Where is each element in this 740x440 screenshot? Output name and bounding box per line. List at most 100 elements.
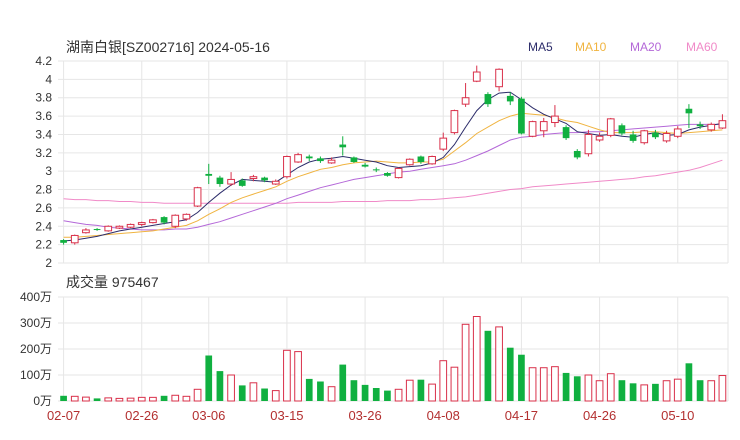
volume-bar-down [60,395,67,401]
candle-body-down [60,240,67,243]
candle-body-down [305,156,313,159]
candle-body-up [662,133,671,142]
price-tick-label: 3 [45,164,52,178]
candle-body-up [137,222,146,225]
price-tick-label: 3.4 [35,127,52,141]
candle-body-up [394,167,403,179]
volume-title: 成交量 975467 [66,274,159,290]
volume-bar-down [573,376,581,401]
volume-bar-up [662,380,671,402]
volume-bar-down [518,354,525,401]
candle-body-down [629,134,637,141]
candle-body-down [205,173,213,176]
price-tick-label: 4 [45,72,52,86]
candle-body-up [707,123,716,131]
volume-bar-up [149,396,157,402]
volume-bar-up [137,396,146,402]
volume-bar-up [182,395,191,402]
volume-bar-down [261,388,268,401]
volume-bar-down [317,381,324,401]
price-tick-label: 3.6 [35,109,52,123]
candle-body-down [562,127,570,139]
volume-bar-up [718,375,727,402]
volume-bar-up [584,374,593,402]
candle-body-up [551,115,559,124]
candle-body-up [249,176,258,180]
x-tick-label: 03-06 [192,408,225,423]
candle-body-up [327,159,336,164]
volume-bar-up [327,386,336,402]
candle-body-down [685,108,693,114]
candle-body-down [417,156,425,162]
volume-bar-up [495,326,503,402]
candle-body-down [350,157,358,162]
price-tick-label: 3.2 [35,146,52,160]
volume-tick-label: 300万 [20,316,52,330]
volume-bar-up [472,316,481,402]
price-tick-label: 2.8 [35,183,52,197]
candle-body-up [606,118,615,136]
volume-bar-up [104,397,113,402]
candle-body-down [261,177,268,181]
volume-tick-label: 100万 [20,368,52,382]
x-tick-label: 02-26 [125,408,158,423]
candle-body-up [405,158,414,166]
candle-body-up [539,121,548,132]
x-tick-label: 04-26 [583,408,616,423]
candle-body-up [439,137,448,150]
volume-bar-down [339,364,347,401]
volume-tick-label: 400万 [20,290,52,304]
volume-bar-up [539,367,548,402]
chart-title: 湖南白银[SZ002716] 2024-05-16 [66,39,270,55]
volume-bar-down [350,380,358,401]
volume-bar-up [394,388,403,402]
volume-bar-up [126,397,135,402]
candle-body-up [70,234,79,244]
volume-bar-up [271,390,280,402]
candle-body-up [283,155,291,178]
volume-bar-down [618,380,626,401]
candle-body-up [271,180,280,185]
candle-body-down [652,132,659,138]
x-tick-label: 04-17 [505,408,538,423]
candle-body-down [484,94,492,105]
volume-bar-up [82,396,90,402]
volume-tick-label: 0万 [33,394,52,408]
candle-body-up [718,120,727,129]
price-tick-label: 2.6 [35,201,52,215]
candle-body-up [472,71,481,82]
volume-bar-up [551,366,559,402]
volume-bar-down [372,388,380,401]
x-tick-label: 03-15 [270,408,303,423]
legend-ma5: MA5 [528,40,553,54]
volume-bar-up [707,380,716,402]
candle-body-down [384,173,391,176]
candle-body-up [461,97,470,105]
volume-bar-down [652,383,659,401]
volume-bar-down [484,330,492,401]
x-axis: 02-07 02-26 03-06 03-15 03-26 04-08 04-17 04-26… [47,408,694,423]
volume-bar-up [115,397,124,402]
candle-body-up [171,214,180,227]
candle-body-up [450,110,459,134]
candle-body-down [573,150,581,158]
volume-tick-label: 200万 [20,342,52,356]
candle-body-up [428,155,436,165]
volume-bar-up [405,379,414,402]
candle-body-up [193,187,202,207]
candles [60,65,727,245]
volume-bar-down [216,371,224,401]
volume-bar-down [361,384,369,401]
candle-body-up [182,213,191,220]
volume-bars [60,316,727,402]
legend-ma20: MA20 [630,40,662,54]
x-tick-label: 04-08 [427,408,460,423]
volume-bar-down [506,347,514,401]
volume-bar-down [562,372,570,401]
volume-bar-up [283,349,291,402]
candle-body-up [149,219,157,224]
price-tick-label: 3.8 [35,91,52,105]
volume-bar-up [640,384,649,402]
legend-ma60: MA60 [686,40,718,54]
